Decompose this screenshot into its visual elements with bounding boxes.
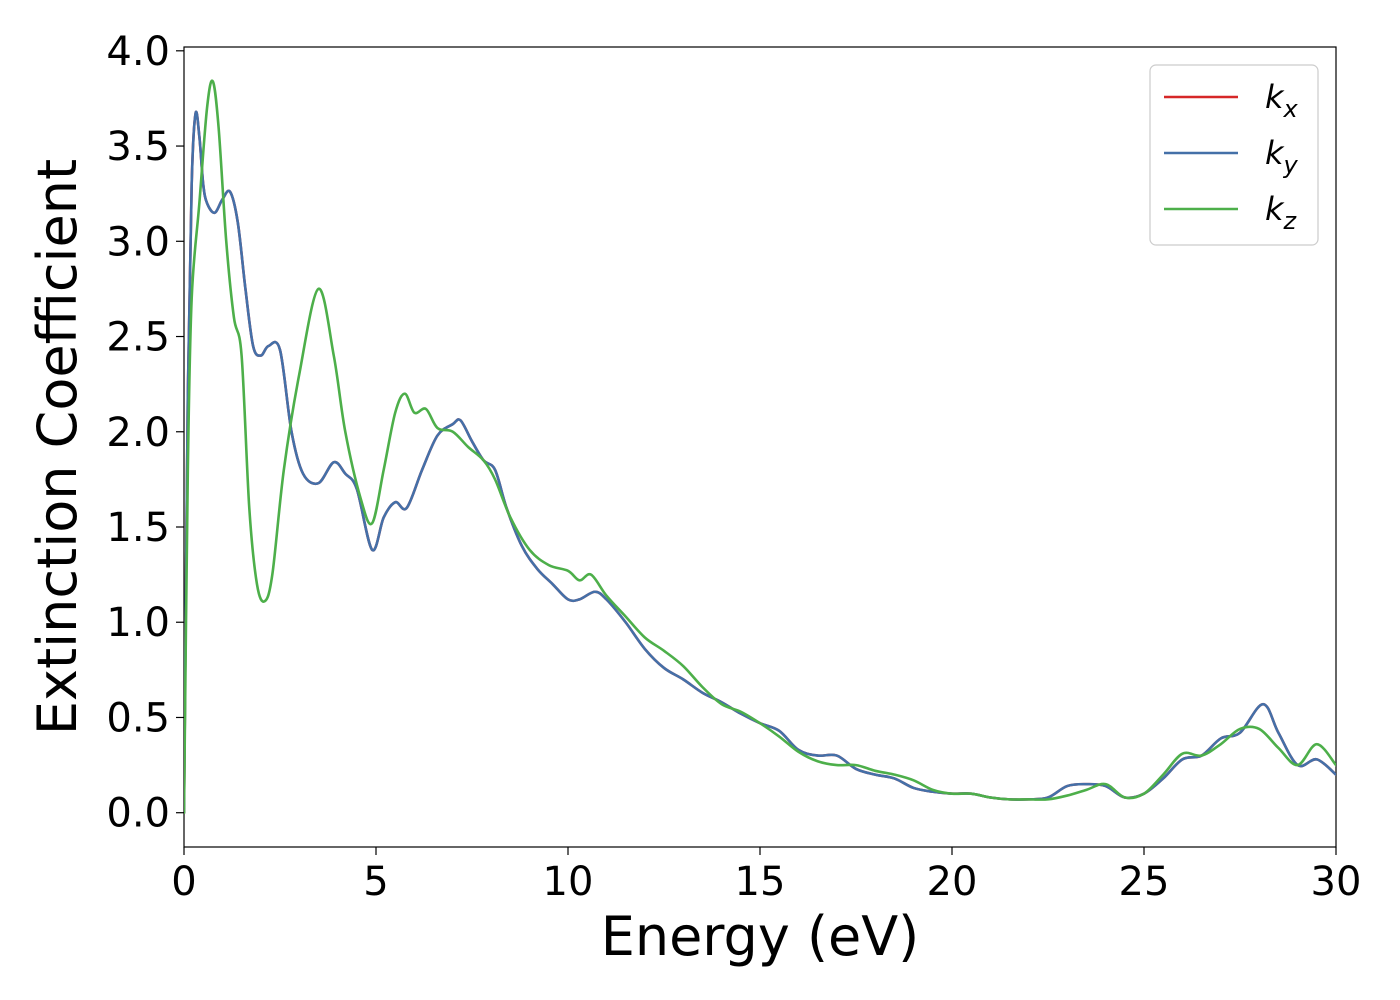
legend-label-base: k: [1265, 190, 1285, 228]
legend-label-kz: kz: [1265, 190, 1298, 235]
series-line-ky: [184, 110, 1336, 815]
x-tick-label: 15: [735, 859, 786, 905]
x-tick-label: 5: [363, 859, 388, 905]
x-axis: 0 5 10 15 20 25 30: [171, 847, 1361, 905]
y-axis: 0.0 0.5 1.0 1.5 2.0 2.5 3.0 3.5 4.0: [106, 29, 184, 837]
x-tick-label: 10: [543, 859, 594, 905]
x-tick-label: 25: [1119, 859, 1170, 905]
x-tick-label: 20: [927, 859, 978, 905]
legend-label-base: k: [1265, 78, 1285, 116]
y-tick-label: 4.0: [106, 29, 170, 75]
legend-label-subscript: z: [1283, 207, 1298, 235]
y-tick-label: 2.5: [106, 315, 170, 361]
legend-label-base: k: [1265, 134, 1285, 172]
y-tick-label: 2.0: [106, 410, 170, 456]
plot-area: [183, 46, 1337, 848]
y-tick-label: 3.0: [106, 219, 170, 265]
x-tick-label: 0: [171, 859, 196, 905]
legend-box: [1149, 64, 1319, 246]
series-layer: [184, 79, 1336, 815]
x-tick-label: 30: [1311, 859, 1362, 905]
y-tick-label: 3.5: [106, 124, 170, 170]
legend-label-subscript: y: [1283, 151, 1299, 179]
y-tick-label: 0.0: [106, 791, 170, 837]
y-tick-label: 1.5: [106, 505, 170, 551]
y-axis-label: Extinction Coefficient: [26, 159, 89, 735]
series-line-kz: [184, 79, 1336, 815]
legend-label-subscript: x: [1283, 95, 1299, 123]
x-axis-label: Energy (eV): [601, 905, 920, 968]
legend-label-kx: kx: [1265, 78, 1299, 123]
y-tick-label: 1.0: [106, 600, 170, 646]
y-tick-label: 0.5: [106, 695, 170, 741]
legend-label-ky: ky: [1265, 134, 1299, 179]
